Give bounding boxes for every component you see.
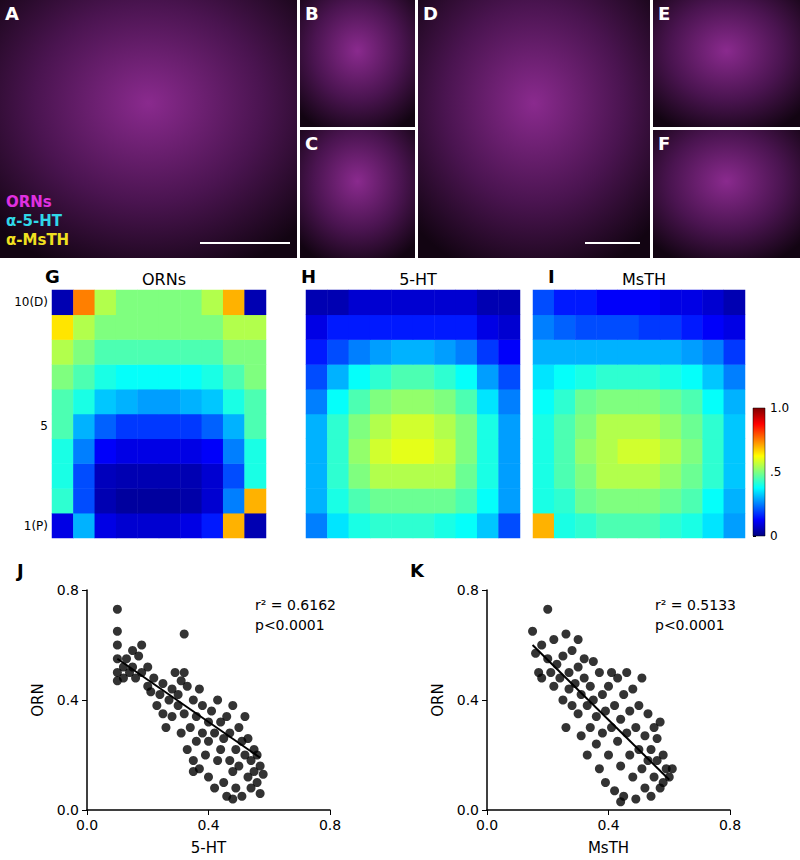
svg-text:F: F: [658, 133, 670, 154]
svg-text:5: 5: [40, 419, 48, 433]
svg-text:10(D): 10(D): [14, 295, 48, 309]
svg-text:α-MsTH: α-MsTH: [6, 231, 69, 249]
svg-text:1.0: 1.0: [770, 401, 789, 415]
svg-text:r² = 0.6162: r² = 0.6162: [255, 597, 336, 613]
svg-text:G: G: [45, 266, 60, 287]
svg-text:0.0: 0.0: [457, 802, 479, 818]
svg-text:A: A: [5, 3, 19, 24]
svg-text:0.0: 0.0: [76, 817, 98, 833]
svg-text:0.4: 0.4: [197, 817, 219, 833]
svg-text:5-HT: 5-HT: [191, 839, 227, 857]
svg-text:C: C: [305, 133, 318, 154]
svg-text:5-HT: 5-HT: [399, 270, 437, 289]
svg-text:0.4: 0.4: [57, 692, 79, 708]
svg-text:.5: .5: [770, 465, 781, 479]
svg-text:0.0: 0.0: [57, 802, 79, 818]
svg-text:p<0.0001: p<0.0001: [655, 617, 725, 633]
svg-text:ORN: ORN: [429, 683, 447, 716]
svg-text:ORNs: ORNs: [142, 270, 186, 289]
svg-text:p<0.0001: p<0.0001: [255, 617, 325, 633]
svg-text:0.8: 0.8: [319, 817, 341, 833]
svg-text:0.4: 0.4: [457, 692, 479, 708]
svg-text:B: B: [305, 3, 319, 24]
svg-text:D: D: [423, 3, 438, 24]
svg-text:H: H: [301, 266, 316, 287]
svg-text:MsTH: MsTH: [622, 270, 666, 289]
svg-text:0.8: 0.8: [457, 582, 479, 598]
svg-text:0.0: 0.0: [476, 817, 498, 833]
svg-text:0.8: 0.8: [57, 582, 79, 598]
svg-text:I: I: [548, 266, 555, 287]
svg-text:0.4: 0.4: [597, 817, 619, 833]
svg-text:α-5-HT: α-5-HT: [6, 212, 63, 230]
svg-text:0.8: 0.8: [719, 817, 741, 833]
svg-text:ORNs: ORNs: [6, 193, 52, 211]
svg-text:1(P): 1(P): [24, 519, 48, 533]
svg-text:0: 0: [770, 529, 778, 543]
svg-text:r² = 0.5133: r² = 0.5133: [655, 597, 736, 613]
svg-text:K: K: [410, 560, 425, 581]
svg-text:J: J: [15, 560, 24, 581]
svg-text:ORN: ORN: [29, 683, 47, 716]
svg-text:MsTH: MsTH: [588, 839, 629, 857]
svg-text:E: E: [658, 3, 670, 24]
